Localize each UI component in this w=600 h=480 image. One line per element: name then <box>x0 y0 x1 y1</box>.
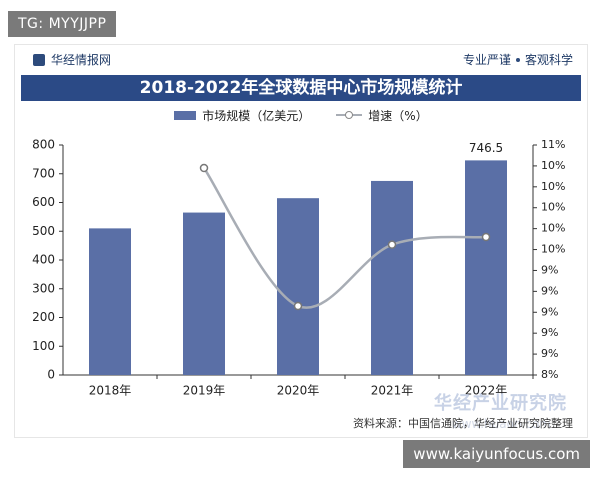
brand-logo-icon <box>33 53 45 66</box>
y-tick-label-right: 9% <box>541 326 558 339</box>
y-tick-label-right: 11% <box>541 138 565 151</box>
growth-point <box>199 163 209 173</box>
channel-tag: TG: MYYJJPP <box>8 11 117 37</box>
bar <box>277 198 319 375</box>
y-tick-label-right: 8% <box>541 368 558 381</box>
legend-item-bar: 市场规模（亿美元） <box>174 107 310 124</box>
growth-line <box>202 167 487 309</box>
y-tick-label-left: 200 <box>32 310 55 324</box>
x-tick-label: 2021年 <box>371 384 414 398</box>
y-tick-label-right: 10% <box>541 159 565 172</box>
growth-point <box>387 240 397 249</box>
legend-label-bar: 市场规模（亿美元） <box>202 108 311 123</box>
y-tick-label-right: 9% <box>541 347 558 360</box>
bar <box>183 212 225 375</box>
slogan-left: 专业严谨 <box>462 53 511 67</box>
y-tick-label-left: 300 <box>32 281 55 295</box>
legend-item-line: 增速（%） <box>336 107 428 124</box>
slogan-separator-icon <box>515 58 520 62</box>
y-tick-label-left: 600 <box>32 195 55 209</box>
y-tick-label-right: 9% <box>541 263 558 276</box>
site-url-bar[interactable]: www.kaiyunfocus.com <box>403 440 590 468</box>
source-note: 资料来源：中国信通院，华经产业研究院整理 <box>353 417 573 430</box>
bar <box>465 160 507 375</box>
y-tick-label-left: 800 <box>32 138 55 152</box>
y-tick-label-left: 500 <box>32 224 55 238</box>
y-tick-label-left: 0 <box>47 368 55 382</box>
chart-plot: 0 100 200 300 400 500 600 700 800 8% 9% 9% 9% 9% 9% 10%… <box>32 138 565 398</box>
x-tick-label: 2019年 <box>183 384 226 398</box>
chart-legend: 市场规模（亿美元） 增速（%） <box>15 107 587 123</box>
watermark-url: www.huaon.com <box>451 417 551 431</box>
x-tick-label: 2018年 <box>89 384 132 398</box>
brand-slogan: 专业严谨 客观科学 <box>463 51 573 68</box>
legend-label-line: 增速（%） <box>368 108 428 123</box>
x-tick-label: 2022年 <box>465 384 508 398</box>
brand: 华经情报网 <box>33 51 111 68</box>
slogan-right: 客观科学 <box>524 53 573 67</box>
bar <box>89 228 131 375</box>
brand-row: 华经情报网 专业严谨 客观科学 <box>15 51 587 69</box>
bar <box>371 180 413 375</box>
y-tick-label-left: 400 <box>32 253 55 267</box>
brand-name: 华经情报网 <box>51 53 112 67</box>
y-tick-label-right: 10% <box>541 243 565 256</box>
chart-title: 2018-2022年全球数据中心市场规模统计 <box>21 75 581 101</box>
x-tick-label: 2020年 <box>277 384 320 398</box>
growth-point <box>481 232 491 242</box>
y-tick-label-right: 10% <box>541 222 565 235</box>
y-tick-label-right: 9% <box>541 305 558 318</box>
y-tick-label-left: 100 <box>32 339 55 353</box>
data-label: 746.5 <box>469 141 503 155</box>
y-tick-label-right: 9% <box>541 284 558 297</box>
y-tick-label-left: 700 <box>32 166 55 180</box>
growth-point <box>293 301 303 311</box>
y-tick-label-right: 10% <box>541 201 565 214</box>
legend-line-swatch-icon <box>336 110 363 120</box>
y-tick-label-right: 10% <box>541 180 565 193</box>
legend-bar-swatch-icon <box>174 110 197 120</box>
chart-card: 华经情报网 专业严谨 客观科学 2018-2022年全球数据中心市场规模统计 市场… <box>14 44 588 438</box>
watermark-name: 华经产业研究院 <box>434 393 567 414</box>
